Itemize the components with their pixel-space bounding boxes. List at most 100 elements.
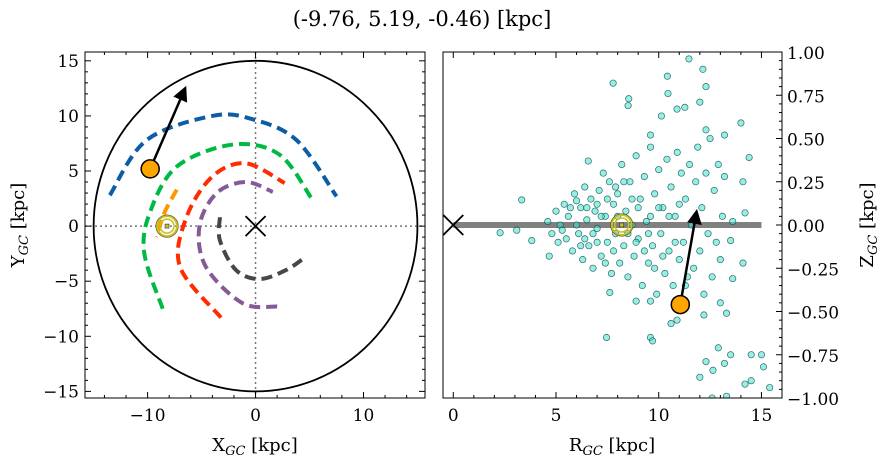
scatter-point <box>616 259 624 267</box>
scatter-point <box>544 217 552 226</box>
scatter-point <box>584 157 592 165</box>
sun-ring <box>156 215 179 238</box>
y-tick-label: −5 <box>54 272 79 292</box>
scatter-point <box>603 195 611 203</box>
scatter-point <box>745 153 753 162</box>
scatter-point <box>702 83 710 91</box>
x-tick-label: 10 <box>648 406 670 426</box>
scatter-point <box>722 392 731 398</box>
scatter-point <box>513 226 521 234</box>
scatter-point <box>603 238 611 246</box>
figure-title: (-9.76, 5.19, -0.46) [kpc] <box>293 7 552 31</box>
scatter-point <box>690 264 698 272</box>
galactic-center-marker <box>244 215 267 237</box>
scatter-point <box>624 102 632 110</box>
scatter-point <box>625 95 633 103</box>
scatter-point <box>665 212 673 220</box>
y-tick-label: 1.00 <box>787 44 825 64</box>
scatter-point <box>577 242 585 250</box>
scatter-point <box>622 207 630 215</box>
x-marker-stroke <box>443 214 464 236</box>
scatter-point <box>741 380 749 388</box>
scatter-point <box>593 224 601 233</box>
scatter-point <box>583 204 591 212</box>
scatter-point <box>696 247 704 255</box>
scatter-point <box>702 358 710 366</box>
y-tick-label: −10 <box>43 327 79 347</box>
scatter-point <box>704 230 712 238</box>
scatter-point <box>612 183 620 191</box>
right-xlabel: RGC [kpc] <box>569 435 655 459</box>
scatter-point <box>655 204 663 212</box>
scatter-point <box>548 230 556 238</box>
y-tick-label: −0.75 <box>787 347 839 367</box>
sun-inner-ring <box>159 218 175 234</box>
scatter-point <box>607 269 616 277</box>
scatter-point <box>677 169 685 177</box>
scatter-point <box>632 297 640 305</box>
scatter-point <box>663 72 671 80</box>
scatter-point <box>644 259 653 267</box>
boundary-circle <box>92 59 419 393</box>
scatter-point <box>628 195 636 203</box>
sun-center-dot <box>164 223 170 229</box>
scatter-point <box>577 204 585 212</box>
scatter-point <box>709 366 717 374</box>
scatter-point <box>583 216 591 224</box>
y-tick-label: 10 <box>57 107 79 127</box>
scatter-point <box>564 212 572 220</box>
scatter-point <box>560 200 568 208</box>
scatter-point <box>554 238 562 246</box>
scatter-point <box>640 247 648 255</box>
scatter-point <box>655 166 663 174</box>
sun-marker <box>610 213 634 237</box>
scatter-point <box>757 351 766 359</box>
scatter-point <box>739 178 747 186</box>
scatter-point <box>581 183 589 191</box>
scatter-point <box>741 209 749 217</box>
scatter-point <box>718 212 726 220</box>
sun-inner-ring <box>613 217 630 233</box>
y-tick-label: −15 <box>43 382 79 402</box>
scatter-point <box>568 247 576 255</box>
scatter-point <box>642 217 650 226</box>
scatter-point <box>579 256 587 264</box>
scatter-point <box>716 256 724 264</box>
scatter-point <box>729 275 737 283</box>
scatter-point <box>664 89 672 98</box>
y-tick-label: 0.25 <box>787 174 825 194</box>
scatter-point <box>673 105 681 113</box>
scatter-point <box>657 230 665 238</box>
scatter-point <box>581 235 589 243</box>
scatter-point <box>585 242 593 250</box>
spiral-arm-blue <box>108 112 339 198</box>
scatter-point <box>646 297 655 305</box>
scatter-point <box>737 119 745 127</box>
xy-plane-panel: −10 0 10 15 10 5 0 −5 −10 −15 XGC [kpc] YGC [kpc] <box>8 51 426 459</box>
scatter-point <box>649 242 657 250</box>
scatter-point <box>712 238 720 246</box>
scatter-point <box>496 229 504 237</box>
scatter-point <box>558 226 566 234</box>
scatter-point <box>572 221 581 229</box>
scatter-point <box>651 264 659 272</box>
right-ylabel: ZGC [kpc] <box>857 182 881 267</box>
scatter-point <box>589 230 597 238</box>
scatter-point <box>638 281 646 290</box>
scatter-point <box>661 269 669 277</box>
scatter-point <box>720 131 729 139</box>
scatter-point <box>620 242 628 250</box>
scatter-point <box>651 190 659 198</box>
scatter-point <box>702 169 710 177</box>
scatter-point <box>614 190 622 198</box>
scatter-point <box>671 238 679 246</box>
scatter-point <box>593 200 601 208</box>
x-marker-stroke <box>244 215 267 237</box>
scatter-point <box>597 212 605 220</box>
scatter-point <box>659 252 667 260</box>
scatter-point <box>766 384 774 392</box>
scatter-point <box>665 247 673 255</box>
scatter-point <box>599 169 607 177</box>
scatter-point <box>747 351 755 359</box>
x-tick-label: 5 <box>551 406 562 426</box>
